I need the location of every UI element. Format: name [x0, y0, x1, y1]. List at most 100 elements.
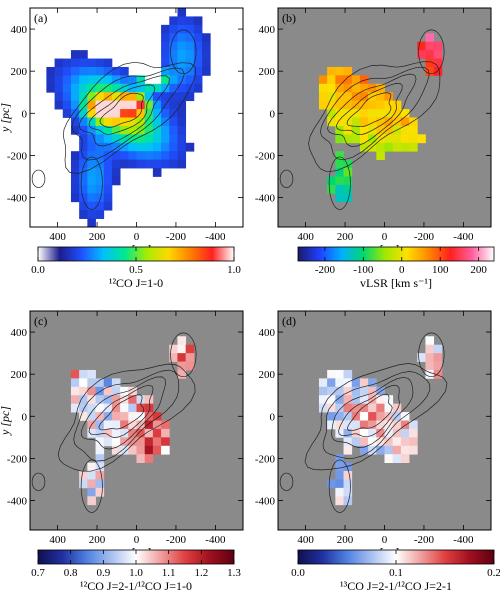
heatmap-cell — [400, 445, 410, 455]
heatmap-cell — [87, 125, 96, 135]
heatmap-cell — [177, 24, 187, 34]
heatmap-cell — [335, 420, 344, 430]
heatmap-cell — [169, 92, 178, 102]
heatmap-cell — [87, 479, 96, 489]
heatmap-cell — [335, 168, 344, 177]
heatmap-cell — [111, 142, 121, 152]
heatmap-cell — [327, 412, 336, 421]
heatmap-cell — [120, 428, 129, 438]
colorbar-label: ¹²CO J=2-1/¹²CO J=1-0 — [80, 579, 192, 593]
heatmap-cell — [177, 92, 187, 102]
heatmap-cell — [79, 386, 88, 396]
colorbar-tick-label: 1.0 — [227, 264, 241, 276]
heatmap-cell — [169, 344, 178, 354]
y-tick-label: 0 — [270, 411, 276, 423]
heatmap-cell — [120, 386, 129, 396]
x-tick-label: -400 — [205, 534, 226, 546]
heatmap-cell — [111, 437, 121, 447]
heatmap-cell — [177, 369, 187, 379]
heatmap-cell — [327, 117, 336, 127]
heatmap-cell — [95, 201, 105, 211]
heatmap-cell — [177, 8, 187, 17]
heatmap-cell — [351, 134, 361, 144]
heatmap-cell — [136, 125, 146, 135]
heatmap-cell — [384, 454, 394, 464]
heatmap-cell — [152, 168, 162, 177]
heatmap-cell — [343, 92, 353, 102]
heatmap-cell — [359, 75, 369, 85]
contour-line — [331, 376, 414, 448]
heatmap-cell — [152, 109, 162, 118]
heatmap-cell — [54, 66, 64, 76]
heatmap-cell — [185, 66, 195, 76]
heatmap-cell — [335, 428, 344, 438]
heatmap-cell — [318, 378, 328, 388]
heatmap-cell — [335, 109, 344, 118]
heatmap-cell — [128, 159, 137, 169]
heatmap-cell — [335, 386, 344, 396]
heatmap-cell — [62, 66, 72, 76]
x-tick-label: 400 — [49, 231, 66, 243]
heatmap-cell — [327, 479, 336, 489]
heatmap-cell — [111, 378, 121, 388]
heatmap-cell — [169, 50, 178, 59]
heatmap-cell — [359, 92, 369, 102]
heatmap-cell — [103, 176, 113, 186]
heatmap-cell — [161, 142, 170, 152]
heatmap-cell — [136, 117, 146, 127]
heatmap-cell — [111, 125, 121, 135]
heatmap-cell — [111, 83, 121, 93]
heatmap-cell — [103, 109, 113, 118]
heatmap-cell — [103, 100, 113, 110]
heatmap-cell — [335, 454, 344, 464]
heatmap-cell — [177, 142, 187, 152]
heatmap-cell — [144, 428, 154, 438]
heatmap-cell — [144, 454, 154, 464]
heatmap-cell — [128, 403, 137, 413]
heatmap-cell — [177, 361, 187, 371]
heatmap-cell — [376, 109, 385, 118]
y-tick-label: -400 — [255, 193, 276, 205]
heatmap-cell — [384, 125, 394, 135]
heatmap-cell — [359, 142, 369, 152]
heatmap-cell — [425, 353, 435, 362]
y-tick-label: -200 — [7, 453, 28, 465]
heatmap-cell — [120, 437, 129, 447]
heatmap-cell — [87, 151, 96, 161]
heatmap-cell — [144, 420, 154, 430]
heatmap-cell — [368, 428, 377, 438]
heatmap-cell — [152, 83, 162, 93]
heatmap-cell — [79, 117, 88, 127]
heatmap-cell — [409, 445, 418, 455]
heatmap-cell — [120, 142, 129, 152]
heatmap-cell — [425, 344, 435, 354]
heatmap-cell — [152, 159, 162, 169]
heatmap-cell — [161, 75, 170, 85]
heatmap-cell — [343, 369, 353, 379]
heatmap-cell — [392, 134, 402, 144]
heatmap-cell — [111, 428, 121, 438]
heatmap-cell — [343, 193, 353, 203]
contours — [279, 29, 445, 210]
colorbar-tick-label: 1.3 — [227, 567, 241, 579]
heatmap-cell — [103, 83, 113, 93]
heatmap-cell — [335, 176, 344, 186]
heatmap-cell — [177, 83, 187, 93]
heatmap-cell — [343, 487, 353, 497]
heatmap-cell — [70, 100, 80, 110]
heatmap-cell — [95, 412, 105, 421]
heatmap-cell — [87, 471, 96, 480]
heatmap-cell — [136, 395, 146, 405]
heatmap-cell — [392, 437, 402, 447]
heatmap-cell — [144, 109, 154, 118]
heatmap-cell — [351, 109, 361, 118]
heatmap-cell — [62, 75, 72, 85]
contour-line — [78, 75, 170, 147]
heatmap-cell — [136, 134, 146, 144]
heatmap-cell — [87, 462, 96, 472]
contour-line — [346, 92, 392, 128]
heatmap-cell — [79, 134, 88, 144]
heatmap-cell — [185, 353, 195, 362]
heatmap-cell — [343, 168, 353, 177]
